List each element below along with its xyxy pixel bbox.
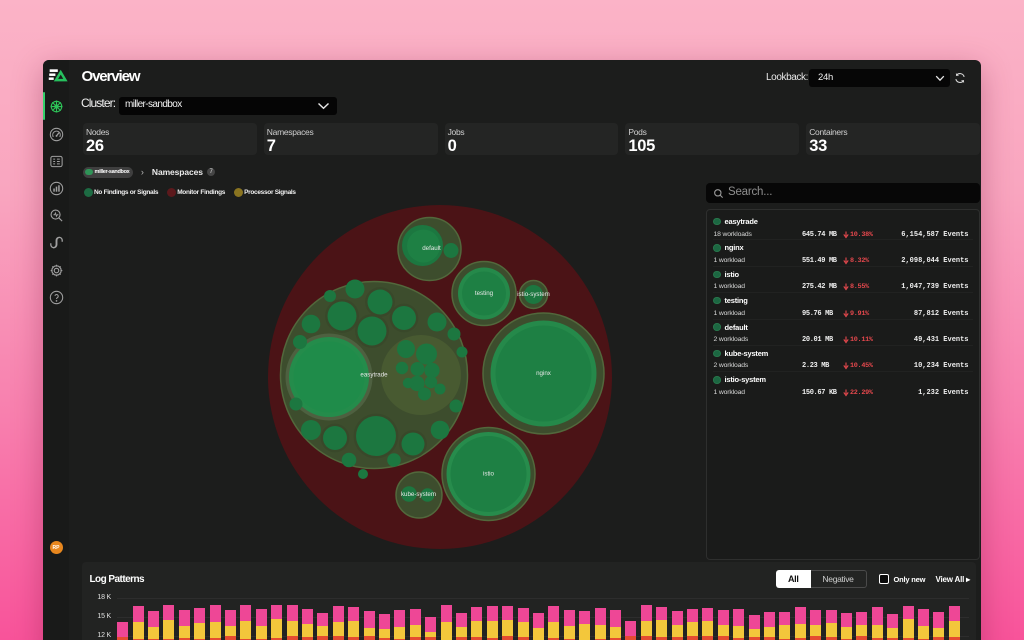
svg-text:easytrade: easytrade	[360, 372, 388, 379]
svg-text:istio: istio	[483, 471, 495, 478]
svg-text:nginx: nginx	[536, 370, 552, 377]
svg-text:default: default	[422, 245, 441, 252]
svg-text:kube-system: kube-system	[401, 491, 436, 498]
svg-text:istio-system: istio-system	[517, 291, 550, 298]
svg-text:testing: testing	[475, 290, 494, 297]
